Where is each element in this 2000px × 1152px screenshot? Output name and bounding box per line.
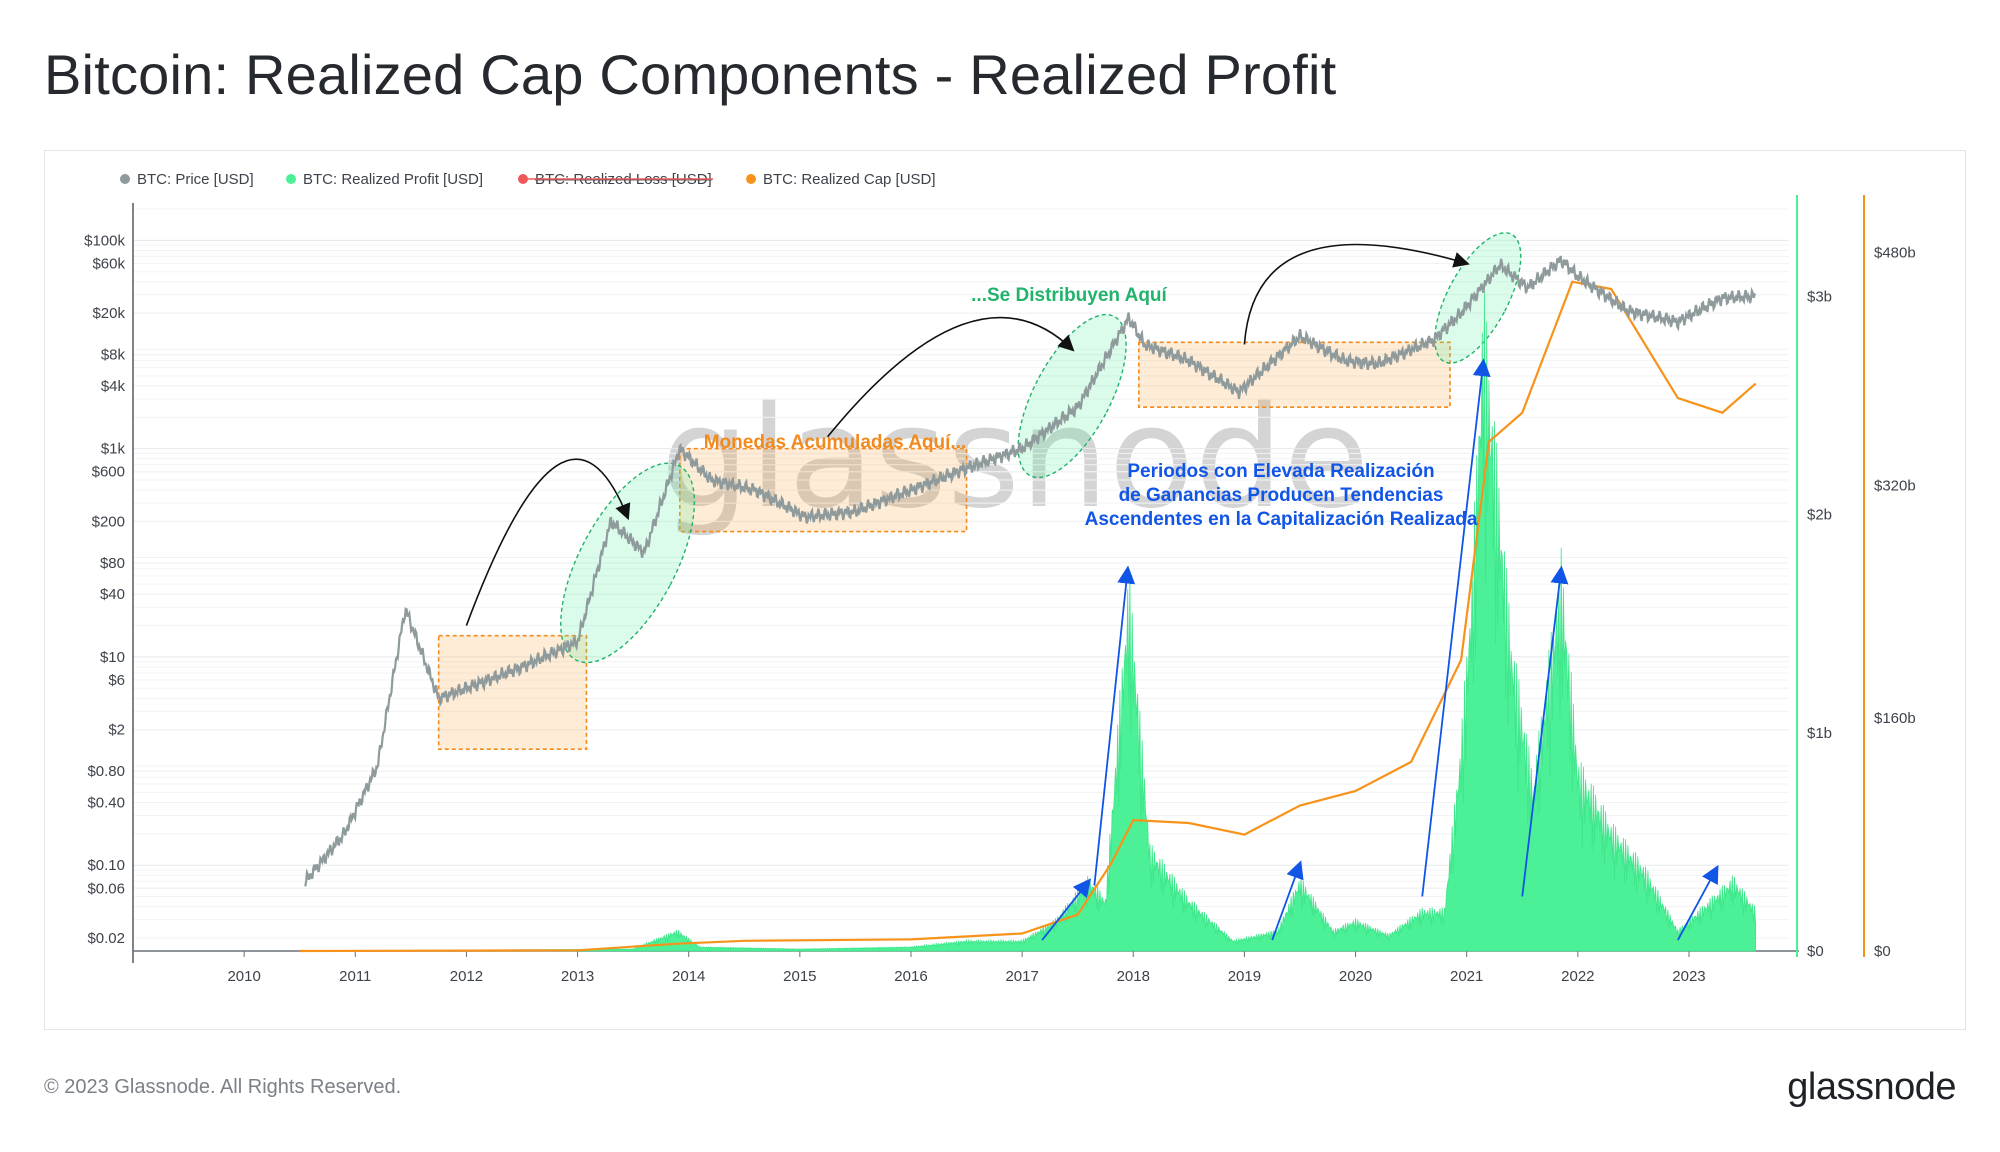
trend-arrow (1271, 860, 1304, 941)
x-tick-label: 2016 (894, 968, 927, 985)
trend-arrow (1677, 864, 1719, 941)
trend-arrow (1041, 878, 1092, 941)
x-tick-label: 2018 (1117, 968, 1150, 985)
legend-label-price: BTC: Price [USD] (137, 171, 254, 188)
y-right-tick-label: $320b (1874, 477, 1916, 494)
x-tick-label: 2015 (783, 968, 816, 985)
y-right-tick-label: $480b (1874, 245, 1916, 262)
x-tick-label: 2021 (1450, 968, 1483, 985)
y-left-tick-label: $4k (101, 378, 126, 395)
y-mid-tick-label: $3b (1807, 288, 1832, 305)
y-left-tick-label: $80 (100, 555, 125, 572)
x-tick-label: 2011 (339, 968, 371, 985)
x-tick-label: 2019 (1228, 968, 1261, 985)
y-left-tick-label: $0.06 (87, 880, 125, 897)
y-left-tick-label: $10 (100, 649, 125, 666)
y-left-tick-label: $2 (108, 722, 125, 739)
y-left-tick-label: $100k (84, 232, 125, 249)
legend-item-realized-profit[interactable]: BTC: Realized Profit [USD] (286, 171, 483, 188)
x-tick-label: 2023 (1672, 968, 1705, 985)
y-left-tick-label: $20k (92, 305, 125, 322)
copyright-text: © 2023 Glassnode. All Rights Reserved. (44, 1076, 402, 1098)
y-right-tick-label: $160b (1874, 710, 1916, 727)
price-line (304, 255, 1757, 887)
legend-dot-price (120, 174, 130, 184)
y-mid-tick-label: $0 (1807, 943, 1824, 960)
x-tick-label: 2020 (1339, 968, 1372, 985)
legend-item-realized-loss[interactable]: BTC: Realized Loss [USD] (518, 171, 713, 188)
annotation-arrows (465, 243, 1719, 941)
cycle-arrow (1243, 243, 1470, 345)
trend-arrow (1421, 358, 1491, 897)
glassnode-logo[interactable]: glassnode (1787, 1066, 1956, 1108)
y-mid-ticks: $3b $2b $1b $0 (1807, 288, 1832, 960)
legend: BTC: Price [USD] BTC: Realized Profit [U… (120, 171, 936, 188)
x-tick-label: 2014 (672, 968, 705, 985)
y-left-tick-label: $0.02 (87, 930, 125, 947)
y-left-tick-label: $200 (92, 513, 125, 530)
legend-dot-realized-cap (746, 174, 756, 184)
y-left-tick-label: $60k (92, 255, 125, 272)
y-right-ticks: $480b $320b $160b $0 (1874, 245, 1916, 960)
legend-item-realized-cap[interactable]: BTC: Realized Cap [USD] (746, 171, 936, 188)
y-right-tick-label: $0 (1874, 943, 1891, 960)
legend-label-realized-profit: BTC: Realized Profit [USD] (303, 171, 483, 188)
y-left-tick-label: $40 (100, 586, 125, 603)
legend-item-price[interactable]: BTC: Price [USD] (120, 171, 254, 188)
annotation-note-line1: Periodos con Elevada Realización (1127, 461, 1434, 482)
annotation-note-line3: Ascendentes en la Capitalización Realiza… (1085, 509, 1478, 530)
page-title: Bitcoin: Realized Cap Components - Reali… (44, 43, 1337, 106)
trend-arrow (1521, 565, 1569, 897)
y-left-tick-label: $1k (101, 441, 126, 458)
trend-arrow (1093, 565, 1136, 886)
x-tick-label: 2017 (1005, 968, 1038, 985)
cycle-arrow (465, 458, 631, 626)
y-mid-tick-label: $1b (1807, 725, 1832, 742)
x-tick-label: 2013 (561, 968, 594, 985)
series-price (304, 255, 1757, 887)
legend-label-realized-cap: BTC: Realized Cap [USD] (763, 171, 936, 188)
legend-dot-realized-profit (286, 174, 296, 184)
x-tick-label: 2012 (450, 968, 483, 985)
chart-canvas: glassnode BTC: Price [USD] BTC: Realized… (84, 171, 1916, 985)
highlight-regions (437, 232, 1522, 750)
distribution-ellipse (560, 462, 696, 664)
x-tick-label: 2022 (1561, 968, 1594, 985)
annotation-distributed: ...Se Distribuyen Aquí (971, 285, 1167, 306)
x-ticks: 2010 2011 2012 2013 2014 2015 2016 2017 2018 2019… (227, 951, 1706, 985)
y-left-tick-label: $0.40 (87, 794, 125, 811)
cycle-arrow (827, 316, 1075, 438)
y-left-ticks: $100k $60k $20k $8k $4k $1k $600 $200 $80 $40 $10 $… (84, 232, 125, 947)
y-left-tick-label: $0.10 (87, 857, 125, 874)
y-left-tick-label: $6 (108, 672, 125, 689)
gridlines (133, 208, 1789, 939)
annotation-note-line2: de Ganancias Producen Tendencias (1119, 485, 1444, 506)
y-left-tick-label: $600 (92, 464, 125, 481)
chart-frame: glassnode BTC: Price [USD] BTC: Realized… (44, 150, 1966, 1030)
annotation-accumulated: Monedas Acumuladas Aquí... (704, 432, 967, 453)
x-tick-label: 2010 (227, 968, 260, 985)
y-left-tick-label: $0.80 (87, 763, 125, 780)
y-mid-tick-label: $2b (1807, 507, 1832, 524)
y-left-tick-label: $8k (101, 347, 126, 364)
